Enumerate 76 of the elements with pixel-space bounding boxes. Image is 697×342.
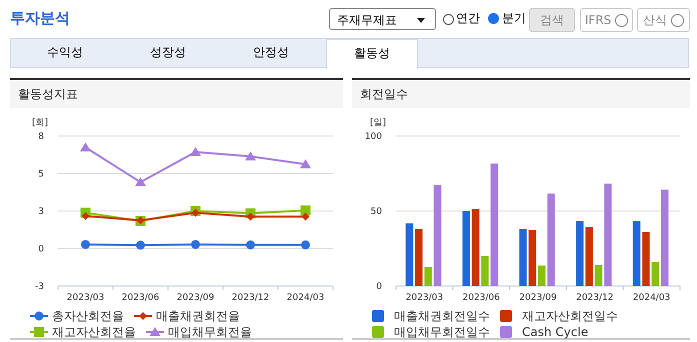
bar <box>490 164 498 286</box>
bar <box>652 262 660 286</box>
point <box>192 208 200 217</box>
text: IFRS <box>580 8 633 32</box>
x-tick-label: 2023/12 <box>576 293 614 303</box>
chart-title: 활동성지표 <box>10 78 343 108</box>
point <box>82 212 90 220</box>
bar <box>642 232 650 286</box>
y-tick-label: 3 <box>38 207 44 217</box>
y-axis-title: [회] <box>32 118 48 128</box>
x-tick-label: 2023/03 <box>406 293 444 303</box>
text: 투자분석 <box>10 9 70 28</box>
bar <box>472 209 480 286</box>
x-tick-label: 2024/03 <box>286 293 324 303</box>
point <box>246 240 255 250</box>
y-tick-label: 0 <box>376 282 382 292</box>
bar <box>547 194 555 286</box>
legend-label: 매입채무회전율 <box>168 324 252 340</box>
text: 수익성 <box>46 44 84 61</box>
bar <box>528 230 536 286</box>
legend-label: 매출채권회전일수 <box>394 308 490 324</box>
point <box>190 147 201 156</box>
y-tick-label: 5 <box>38 170 44 180</box>
text: 산식 <box>637 8 690 32</box>
text: 성장성 <box>149 44 187 61</box>
chart-title: 회전일수 <box>352 78 690 108</box>
y-tick-label: 0 <box>38 244 44 254</box>
bar <box>585 227 593 286</box>
bar <box>481 256 489 286</box>
point <box>80 142 91 152</box>
bar <box>594 265 602 286</box>
legend-label: 재고자산회전일수 <box>522 308 618 324</box>
bar <box>415 229 423 286</box>
x-tick-label: 2023/06 <box>462 293 500 303</box>
y-tick-label: 50 <box>370 207 382 217</box>
point <box>135 177 146 186</box>
point <box>302 212 310 221</box>
bar <box>604 184 612 286</box>
text: 주재무제표 <box>337 12 398 29</box>
point <box>81 240 90 249</box>
y-tick-label: 8 <box>38 132 44 142</box>
x-tick-label: 2023/09 <box>176 293 214 303</box>
x-tick-label: 2024/03 <box>632 293 670 303</box>
text: 안정성 <box>252 44 290 61</box>
bar <box>538 266 546 286</box>
legend-label: 매출채권회전율 <box>156 308 240 324</box>
y-tick-label: 100 <box>364 132 382 142</box>
bar <box>576 221 584 286</box>
bar <box>660 190 668 286</box>
legend-label: 재고자산회전율 <box>52 324 136 340</box>
y-tick-label: -3 <box>35 282 44 292</box>
point <box>191 240 200 249</box>
text: 분기 <box>502 10 526 27</box>
bar <box>462 211 470 286</box>
x-tick-label: 2023/06 <box>122 293 160 303</box>
legend-label: Cash Cycle <box>522 324 588 340</box>
x-tick-label: 2023/03 <box>66 293 104 303</box>
point <box>136 240 145 250</box>
text: 연간 <box>456 10 480 27</box>
bar <box>434 185 442 286</box>
legend-label: 매입채무회전일수 <box>394 324 490 340</box>
bar <box>424 266 432 286</box>
point <box>301 240 310 250</box>
point <box>245 151 256 160</box>
point <box>300 205 310 216</box>
text: 활동성 <box>326 39 418 69</box>
text: 검색 <box>529 8 575 32</box>
point <box>300 159 311 168</box>
bar <box>406 223 414 286</box>
bar <box>519 229 527 286</box>
x-tick-label: 2023/12 <box>232 293 270 303</box>
bar <box>632 221 640 286</box>
legend-label: 총자산회전율 <box>52 308 124 324</box>
y-axis-title: [일] <box>370 118 386 128</box>
point <box>246 212 254 221</box>
x-tick-label: 2023/09 <box>519 293 557 303</box>
